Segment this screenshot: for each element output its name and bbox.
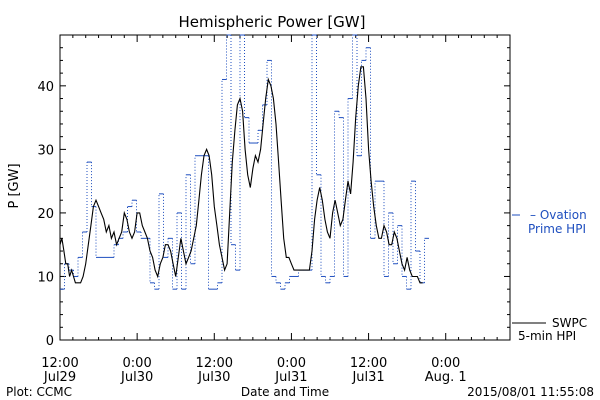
x-tick-label-date: Jul29 bbox=[43, 370, 76, 385]
legend-ovation-line1: – Ovation bbox=[530, 208, 587, 222]
legend-ovation-line2: Prime HPI bbox=[528, 222, 586, 236]
footer-timestamp: 2015/08/01 11:55:08 bbox=[467, 385, 594, 399]
x-tick-label-time: 12:00 bbox=[350, 356, 387, 371]
x-tick-label-date: Jul31 bbox=[351, 370, 384, 385]
x-axis-label: Date and Time bbox=[241, 385, 329, 399]
legend-swpc-line1: SWPC bbox=[552, 316, 587, 330]
swpc-line bbox=[59, 66, 423, 284]
y-tick-label: 0 bbox=[46, 334, 54, 349]
y-tick-label: 20 bbox=[37, 207, 54, 222]
y-axis-label: P [GW] bbox=[7, 163, 22, 208]
swpc-series bbox=[59, 66, 423, 284]
x-tick-label-time: 0:00 bbox=[431, 356, 460, 371]
ovation-prime-series bbox=[60, 34, 429, 290]
plot-frame bbox=[59, 34, 511, 341]
footer-plot-credit: Plot: CCMC bbox=[6, 385, 72, 399]
x-tick-label-date: Jul30 bbox=[120, 370, 153, 385]
chart-title: Hemispheric Power [GW] bbox=[179, 13, 366, 31]
x-tick-label-date: Jul31 bbox=[274, 370, 307, 385]
x-tick-label-time: 0:00 bbox=[123, 356, 152, 371]
y-tick-label: 30 bbox=[37, 143, 54, 158]
x-tick-label-time: 0:00 bbox=[277, 356, 306, 371]
y-tick-label: 10 bbox=[37, 270, 54, 285]
x-tick-label-time: 12:00 bbox=[196, 356, 233, 371]
x-tick-label-date: Aug. 1 bbox=[425, 370, 467, 385]
legend-swpc-line2: 5-min HPI bbox=[518, 329, 576, 343]
x-tick-label-date: Jul30 bbox=[197, 370, 230, 385]
x-tick-label-time: 12:00 bbox=[41, 356, 78, 371]
x-axis-ticks: 12:00Jul290:00Jul3012:00Jul300:00Jul3112… bbox=[41, 35, 498, 385]
y-tick-label: 40 bbox=[37, 80, 54, 95]
y-axis-ticks: 0 10 20 30 40 bbox=[37, 47, 510, 349]
